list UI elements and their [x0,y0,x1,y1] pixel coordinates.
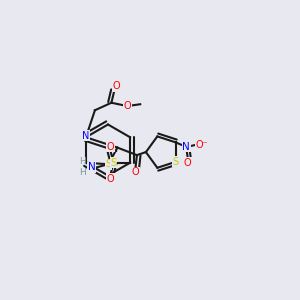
Text: O: O [107,142,114,152]
Text: O⁻: O⁻ [196,140,208,149]
Text: S: S [173,157,179,167]
Text: S: S [105,159,112,169]
Text: S: S [110,158,117,168]
Text: O: O [184,158,192,168]
Text: H: H [79,168,86,177]
Text: N: N [82,131,90,141]
Text: O: O [107,174,114,184]
Text: O: O [132,167,139,177]
Text: H: H [79,157,86,166]
Text: O: O [124,101,131,111]
Text: N: N [182,142,190,152]
Text: O: O [112,81,120,91]
Text: N: N [88,162,96,172]
